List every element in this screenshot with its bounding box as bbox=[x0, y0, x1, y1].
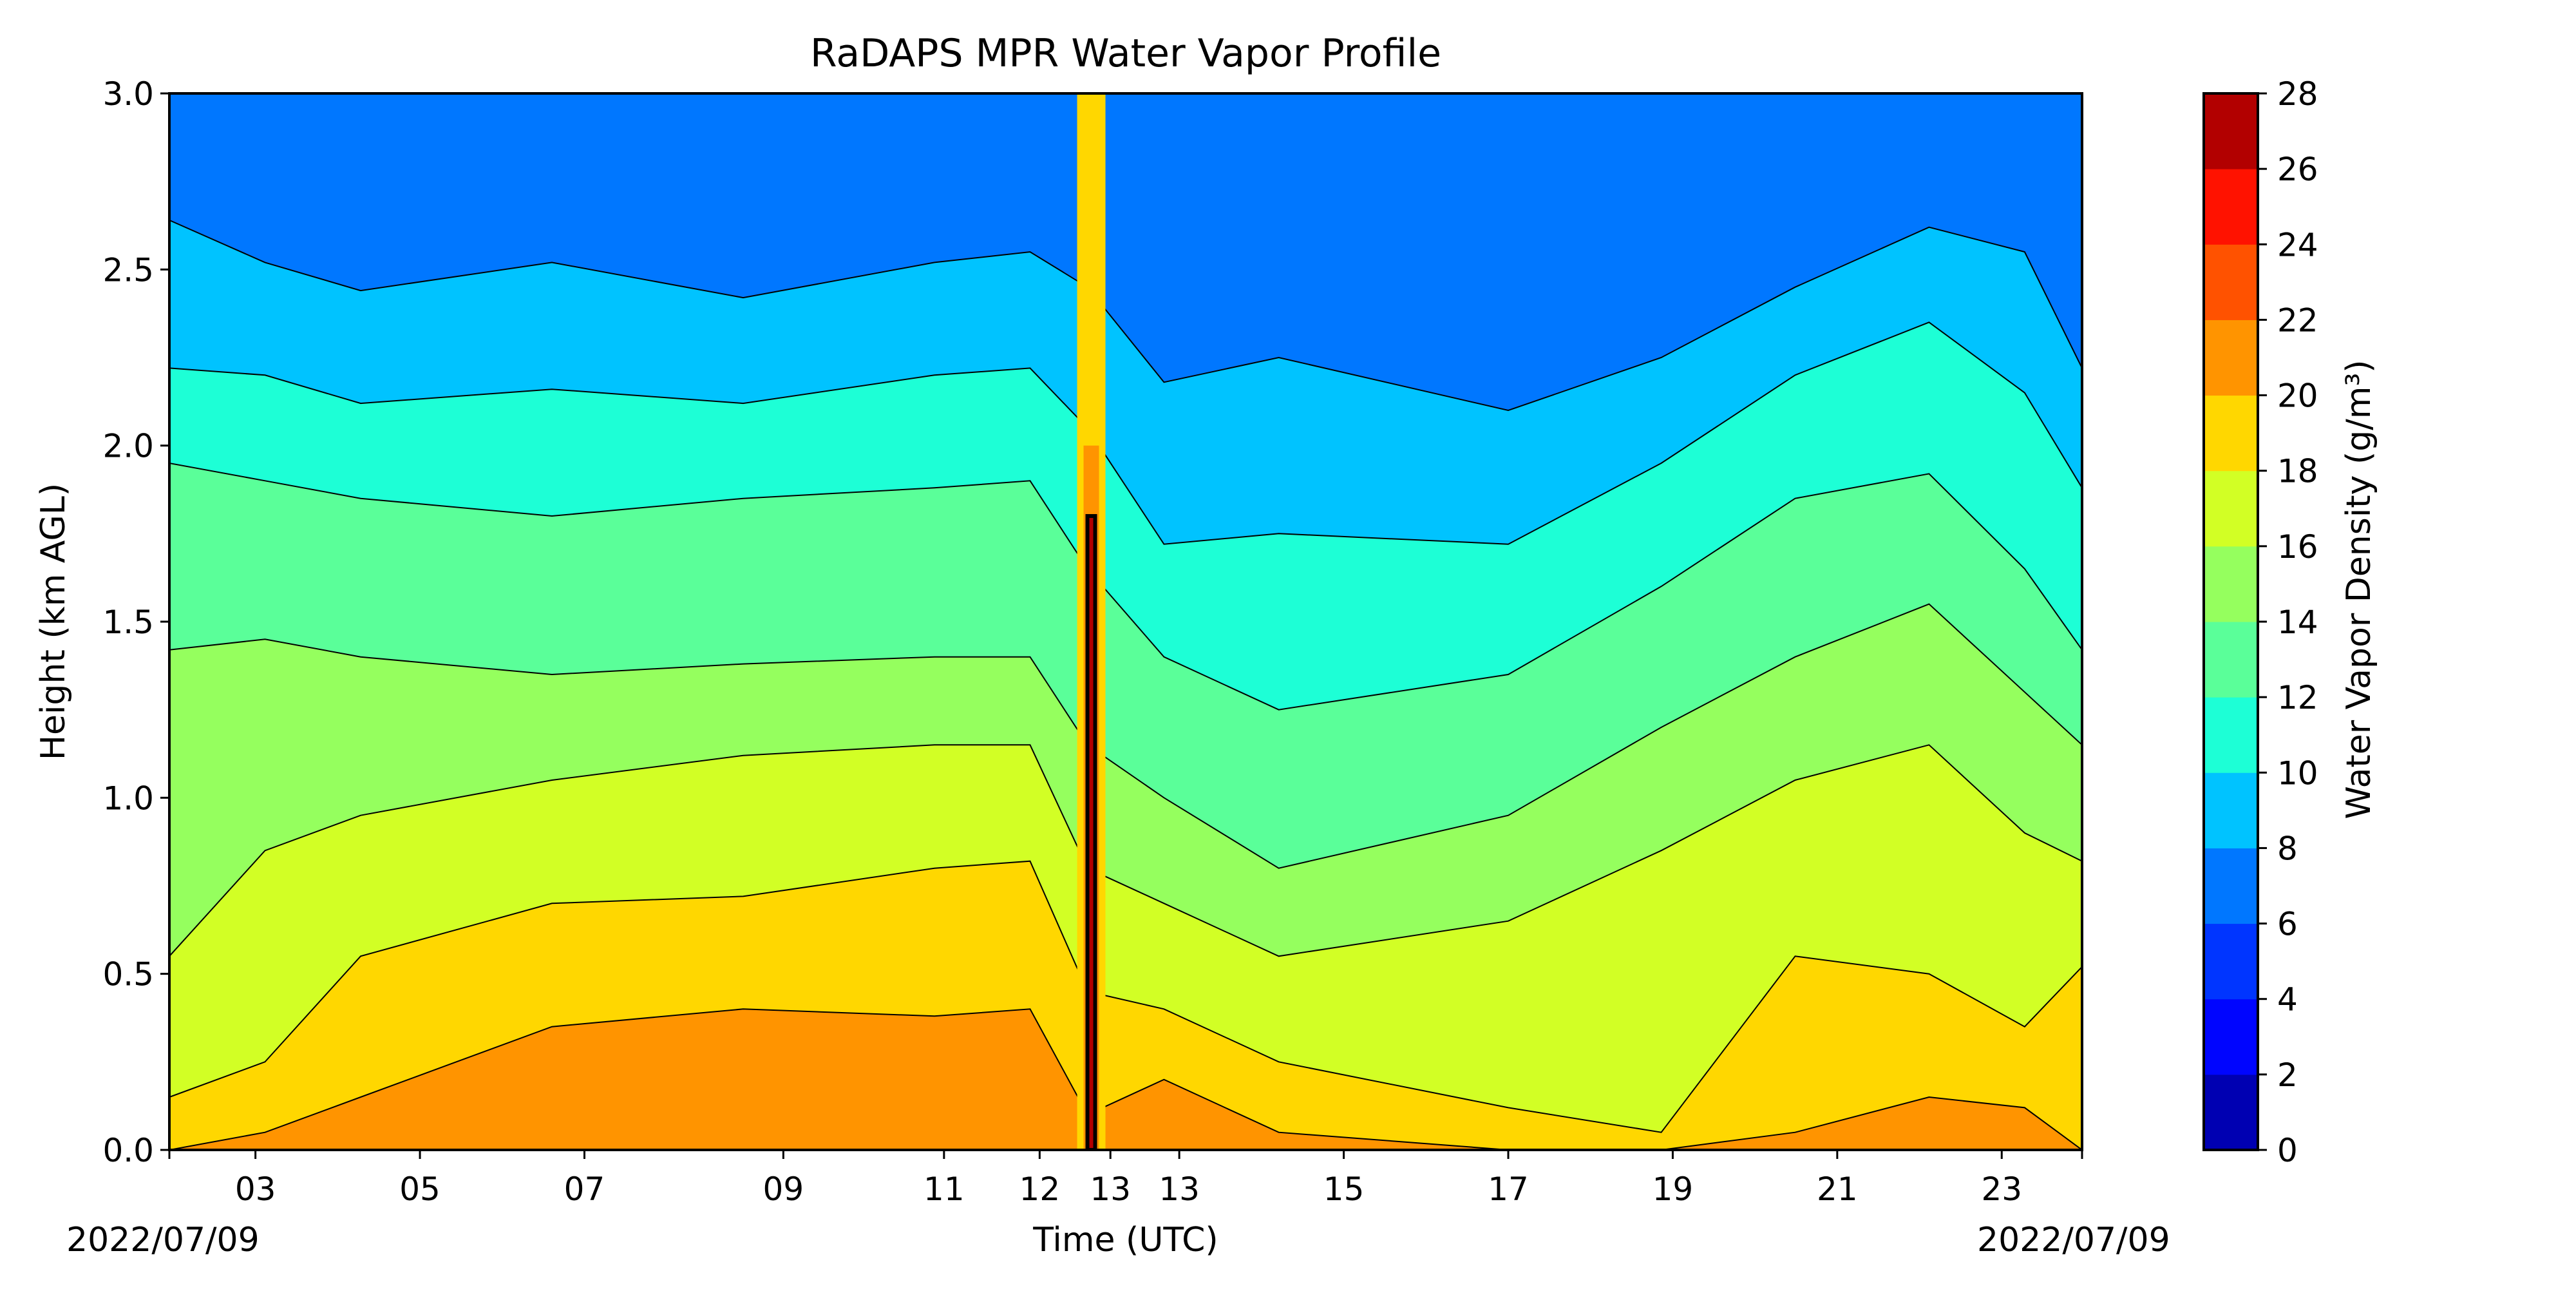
y-axis: 0.0 0.5 1.0 1.5 2.0 2.5 3.0 bbox=[102, 75, 169, 1169]
colorbar-tick-label: 16 bbox=[2277, 528, 2318, 566]
band-20-and-above bbox=[169, 1008, 2082, 1150]
colorbar-tick-label: 24 bbox=[2277, 226, 2318, 263]
y-tick-label: 1.0 bbox=[102, 779, 154, 817]
x-tick-label: 09 bbox=[763, 1171, 804, 1208]
colorbar-swatch bbox=[2204, 470, 2258, 547]
colorbar-swatch bbox=[2204, 546, 2258, 622]
y-axis-label: Height (km AGL) bbox=[34, 483, 73, 760]
x-tick-label: 23 bbox=[1981, 1171, 2022, 1208]
colorbar-tick-label: 0 bbox=[2277, 1132, 2298, 1169]
colorbar-swatch bbox=[2204, 1074, 2258, 1151]
y-tick-label: 3.0 bbox=[102, 75, 154, 113]
colorbar-swatch bbox=[2204, 244, 2258, 320]
colorbar-swatch bbox=[2204, 923, 2258, 1000]
colorbar-tick-label: 26 bbox=[2277, 151, 2318, 188]
end-date-label: 2022/07/09 bbox=[1977, 1221, 2170, 1259]
chart-title: RaDAPS MPR Water Vapor Profile bbox=[810, 31, 1441, 76]
colorbar-tick-label: 18 bbox=[2277, 453, 2318, 490]
colorbar-tick-label: 4 bbox=[2277, 981, 2298, 1018]
x-tick-label: 17 bbox=[1488, 1171, 1529, 1208]
x-tick-label: 15 bbox=[1323, 1171, 1365, 1208]
x-tick-label: 13 bbox=[1090, 1171, 1131, 1208]
colorbar-tick-label: 22 bbox=[2277, 301, 2318, 339]
colorbar-swatch bbox=[2204, 772, 2258, 848]
colorbar-swatch bbox=[2204, 622, 2258, 698]
y-tick-label: 1.5 bbox=[102, 604, 154, 641]
y-tick-label: 2.5 bbox=[102, 251, 154, 289]
spike-core bbox=[1085, 514, 1097, 1150]
colorbar-swatch bbox=[2204, 169, 2258, 245]
x-axis-label: Time (UTC) bbox=[1032, 1221, 1218, 1259]
x-tick-label: 19 bbox=[1653, 1171, 1694, 1208]
moisture-spike bbox=[1077, 93, 1106, 1150]
y-tick-label: 0.0 bbox=[102, 1132, 154, 1169]
plot-area bbox=[169, 93, 2082, 1150]
x-tick-label: 05 bbox=[399, 1171, 440, 1208]
colorbar-tick-label: 6 bbox=[2277, 906, 2298, 943]
colorbar-label: Water Vapor Density (g/m³) bbox=[2340, 359, 2378, 819]
x-tick-label: 11 bbox=[923, 1171, 965, 1208]
colorbar-tick-label: 14 bbox=[2277, 604, 2318, 641]
y-tick-label: 2.0 bbox=[102, 428, 154, 465]
start-date-label: 2022/07/09 bbox=[66, 1221, 260, 1259]
x-axis: 03 05 07 09 11 12 13 13 15 17 19 21 23 bbox=[168, 1150, 2083, 1208]
colorbar-tick-label: 10 bbox=[2277, 754, 2318, 792]
colorbar-tick-label: 28 bbox=[2277, 75, 2318, 113]
colorbar-tick-label: 8 bbox=[2277, 830, 2298, 867]
colorbar-tick-label: 20 bbox=[2277, 378, 2318, 415]
colorbar-swatch bbox=[2204, 848, 2258, 924]
colorbar-swatch bbox=[2204, 93, 2258, 169]
x-tick-label: 12 bbox=[1019, 1171, 1061, 1208]
x-tick-label: 07 bbox=[564, 1171, 605, 1208]
x-tick-label: 03 bbox=[235, 1171, 276, 1208]
colorbar-swatch bbox=[2204, 320, 2258, 396]
colorbar-tick-label: 2 bbox=[2277, 1057, 2298, 1094]
colorbar-tick-label: 12 bbox=[2277, 679, 2318, 716]
y-tick-label: 0.5 bbox=[102, 956, 154, 993]
x-tick-label: 13 bbox=[1159, 1171, 1200, 1208]
x-tick-label: 21 bbox=[1817, 1171, 1858, 1208]
colorbar-swatch bbox=[2204, 999, 2258, 1075]
colorbar-swatch bbox=[2204, 697, 2258, 773]
colorbar-swatch bbox=[2204, 395, 2258, 472]
